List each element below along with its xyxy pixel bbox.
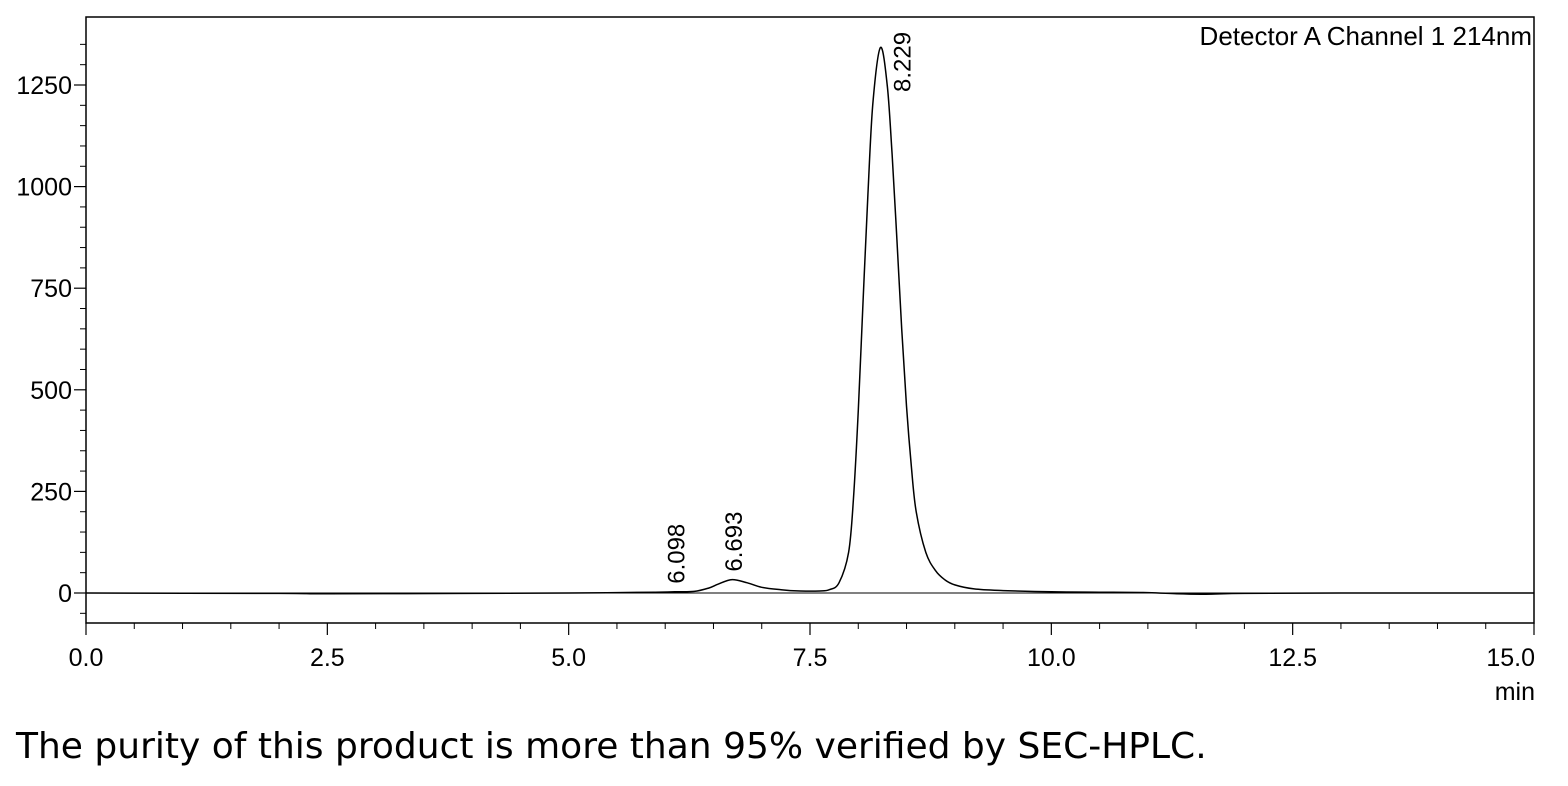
x-tick-label: 2.5: [310, 644, 345, 672]
plot-frame: [85, 16, 1535, 624]
y-tick-label: 500: [30, 377, 72, 405]
y-tick-label: 250: [30, 478, 72, 506]
x-tick-label: 15.0: [1486, 644, 1535, 672]
x-tick-label: 5.0: [551, 644, 586, 672]
chromatogram-chart: 0 250 500 750 1000 1250 0.0 2.5 5.0 7.5 10.0 12.5 1…: [16, 16, 1535, 706]
y-tick-label: 0: [58, 580, 72, 608]
y-tick-label: 1000: [16, 174, 72, 202]
x-tick-label: 10.0: [1027, 644, 1076, 672]
x-axis-unit-label: min: [1495, 678, 1535, 706]
y-tick-label: 1250: [16, 72, 72, 100]
purity-caption: The purity of this product is more than …: [16, 726, 1207, 767]
y-axis: 0 250 500 750 1000 1250: [16, 43, 86, 614]
x-tick-label: 7.5: [793, 644, 828, 672]
peak-label: 6.098: [664, 524, 691, 584]
x-axis: 0.0 2.5 5.0 7.5 10.0 12.5 15.0: [69, 623, 1535, 672]
peak-label: 6.693: [721, 512, 748, 572]
x-tick-label: 0.0: [69, 644, 104, 672]
peak-labels: 6.098 6.693 8.229: [664, 32, 917, 584]
peak-label: 8.229: [889, 32, 916, 92]
legend-entry: Detector A Channel 1 214nm: [1200, 21, 1532, 51]
x-tick-label: 12.5: [1268, 644, 1317, 672]
y-tick-label: 750: [30, 275, 72, 303]
series-line: [85, 46, 1534, 595]
